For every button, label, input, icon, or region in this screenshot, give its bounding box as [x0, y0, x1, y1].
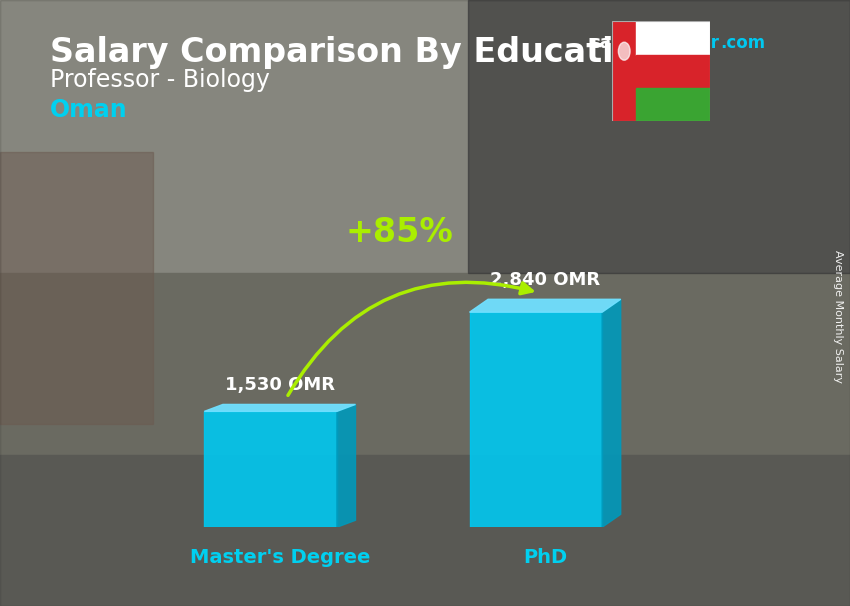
Text: Salary Comparison By Education: Salary Comparison By Education [50, 36, 660, 69]
Text: Oman: Oman [50, 98, 128, 122]
Polygon shape [602, 299, 620, 527]
Bar [612, 21, 637, 121]
Text: Master's Degree: Master's Degree [190, 548, 370, 567]
Circle shape [618, 42, 630, 60]
Text: 1,530 OMR: 1,530 OMR [225, 376, 335, 395]
Text: Average Monthly Salary: Average Monthly Salary [833, 250, 843, 382]
Bar [204, 411, 337, 527]
Text: +85%: +85% [345, 216, 453, 249]
Bar [0, 0, 850, 273]
Bar [0, 454, 850, 606]
Text: salary: salary [590, 34, 647, 52]
Bar [637, 21, 710, 55]
Text: PhD: PhD [523, 548, 567, 567]
Text: 2,840 OMR: 2,840 OMR [490, 271, 600, 289]
Polygon shape [469, 299, 620, 312]
Bar [637, 88, 710, 121]
Bar [468, 0, 850, 273]
Bar [637, 55, 710, 88]
Polygon shape [337, 404, 355, 527]
Text: explorer: explorer [640, 34, 719, 52]
Text: Professor - Biology: Professor - Biology [50, 68, 269, 92]
Bar [0, 152, 153, 424]
Text: .com: .com [720, 34, 765, 52]
Polygon shape [204, 404, 355, 411]
Bar [0, 273, 850, 454]
Bar [469, 312, 602, 527]
